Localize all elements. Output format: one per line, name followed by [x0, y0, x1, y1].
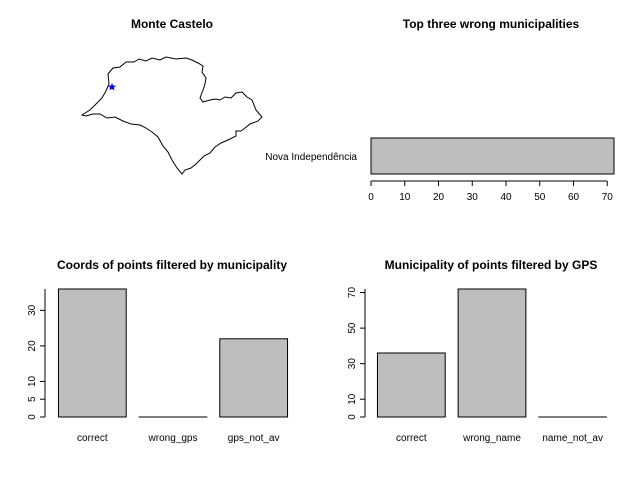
- state-outline: [82, 57, 262, 174]
- category-label: wrong_gps: [148, 433, 198, 444]
- bar-correct: [377, 353, 445, 417]
- x-tick-label: 10: [399, 192, 411, 203]
- x-tick-label: 60: [568, 192, 580, 203]
- bar-wrong_name: [458, 289, 526, 417]
- y-tick-label: 0: [27, 414, 38, 420]
- bar-correct: [58, 289, 126, 417]
- x-tick-label: 70: [602, 192, 614, 203]
- map-panel: Monte Castelo: [82, 17, 262, 174]
- y-tick-label: 50: [347, 322, 358, 334]
- y-tick-label: 10: [347, 393, 358, 405]
- coords-filtered-panel: Coords of points filtered by municipalit…: [27, 258, 288, 444]
- map-title: Monte Castelo: [131, 17, 213, 31]
- category-label: correct: [396, 433, 427, 444]
- panel4-title: Municipality of points filtered by GPS: [385, 258, 598, 272]
- municipality-filtered-panel: Municipality of points filtered by GPS c…: [347, 258, 607, 444]
- category-label: gps_not_av: [228, 433, 280, 444]
- panel3-title: Coords of points filtered by municipalit…: [57, 258, 287, 272]
- x-tick-label: 30: [467, 192, 479, 203]
- y-tick-label: 30: [27, 304, 38, 316]
- wrong-municipalities-panel: Top three wrong municipalities Nova Inde…: [265, 17, 614, 203]
- bar-gps_not_av: [220, 339, 288, 417]
- y-tick-label: 10: [27, 375, 38, 387]
- y-tick-label: 5: [27, 396, 38, 402]
- category-label: correct: [77, 433, 108, 444]
- y-tick-label: 30: [347, 358, 358, 370]
- x-tick-label: 0: [368, 192, 374, 203]
- x-tick-label: 40: [500, 192, 512, 203]
- category-label: name_not_av: [542, 433, 603, 444]
- x-tick-label: 20: [433, 192, 445, 203]
- category-label: wrong_name: [462, 433, 521, 444]
- y-tick-label: 70: [347, 287, 358, 299]
- category-label: Nova Independência: [265, 152, 357, 163]
- bar-0: [371, 138, 614, 174]
- y-tick-label: 0: [347, 414, 358, 420]
- panel2-title: Top three wrong municipalities: [403, 17, 580, 31]
- y-tick-label: 20: [27, 340, 38, 352]
- x-tick-label: 50: [534, 192, 546, 203]
